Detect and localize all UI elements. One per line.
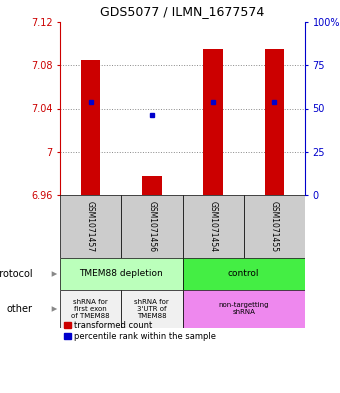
Text: GSM1071456: GSM1071456 xyxy=(147,201,156,252)
Bar xyxy=(183,195,244,258)
Bar xyxy=(142,176,162,195)
Text: GSM1071455: GSM1071455 xyxy=(270,201,279,252)
Bar xyxy=(265,49,284,195)
Text: other: other xyxy=(6,304,32,314)
Bar xyxy=(244,195,305,258)
Title: GDS5077 / ILMN_1677574: GDS5077 / ILMN_1677574 xyxy=(100,5,265,18)
Text: shRNA for
3'UTR of
TMEM88: shRNA for 3'UTR of TMEM88 xyxy=(135,299,169,319)
Text: TMEM88 depletion: TMEM88 depletion xyxy=(79,270,163,279)
Text: GSM1071457: GSM1071457 xyxy=(86,201,95,252)
Text: non-targetting
shRNA: non-targetting shRNA xyxy=(219,303,269,316)
Legend: transformed count, percentile rank within the sample: transformed count, percentile rank withi… xyxy=(64,321,216,341)
Bar xyxy=(183,290,305,328)
Bar xyxy=(60,258,183,290)
Text: shRNA for
first exon
of TMEM88: shRNA for first exon of TMEM88 xyxy=(71,299,110,319)
Text: GSM1071454: GSM1071454 xyxy=(209,201,218,252)
Bar xyxy=(183,258,305,290)
Bar xyxy=(60,195,121,258)
Text: protocol: protocol xyxy=(0,269,32,279)
Bar xyxy=(81,60,100,195)
Bar xyxy=(121,195,183,258)
Bar xyxy=(203,49,223,195)
Bar xyxy=(121,290,183,328)
Text: control: control xyxy=(228,270,259,279)
Bar xyxy=(60,290,121,328)
